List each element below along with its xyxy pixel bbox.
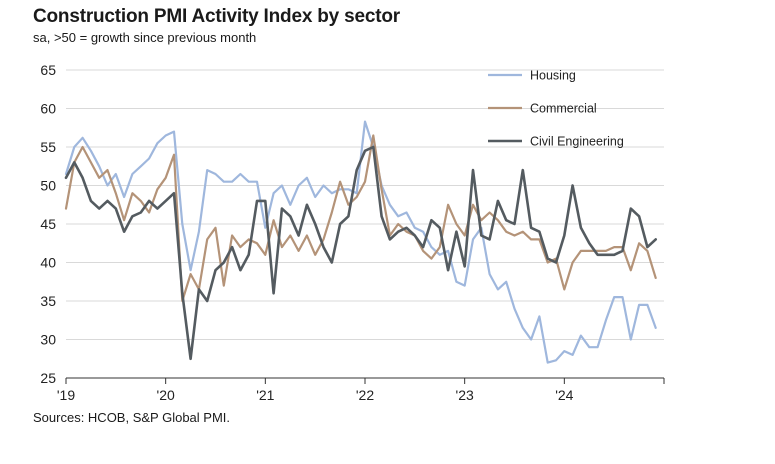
x-tick-label: '19 [57, 387, 75, 403]
legend-label-housing: Housing [530, 69, 576, 83]
legend-label-commercial: Commercial [530, 102, 597, 116]
series-line-civil-engineering [64, 145, 658, 361]
x-tick-label: '24 [555, 387, 573, 403]
x-tick-label: '23 [456, 387, 474, 403]
y-tick-label: 35 [40, 293, 56, 309]
y-tick-label: 60 [40, 101, 56, 117]
x-tick-label: '20 [157, 387, 175, 403]
y-tick-label: 25 [40, 370, 56, 386]
source-note: Sources: HCOB, S&P Global PMI. [33, 410, 230, 425]
y-tick-label: 45 [40, 216, 56, 232]
y-tick-label: 55 [40, 139, 56, 155]
series-line-commercial [64, 134, 657, 303]
x-tick-label: '22 [356, 387, 374, 403]
chart-subtitle: sa, >50 = growth since previous month [33, 30, 257, 45]
y-tick-label: 40 [40, 255, 56, 271]
chart-title: Construction PMI Activity Index by secto… [33, 6, 400, 27]
y-tick-label: 30 [40, 332, 56, 348]
y-tick-label: 50 [40, 178, 56, 194]
x-tick-label: '21 [256, 387, 274, 403]
y-tick-label: 65 [40, 62, 56, 78]
legend-label-civil-engineering: Civil Engineering [530, 135, 624, 149]
